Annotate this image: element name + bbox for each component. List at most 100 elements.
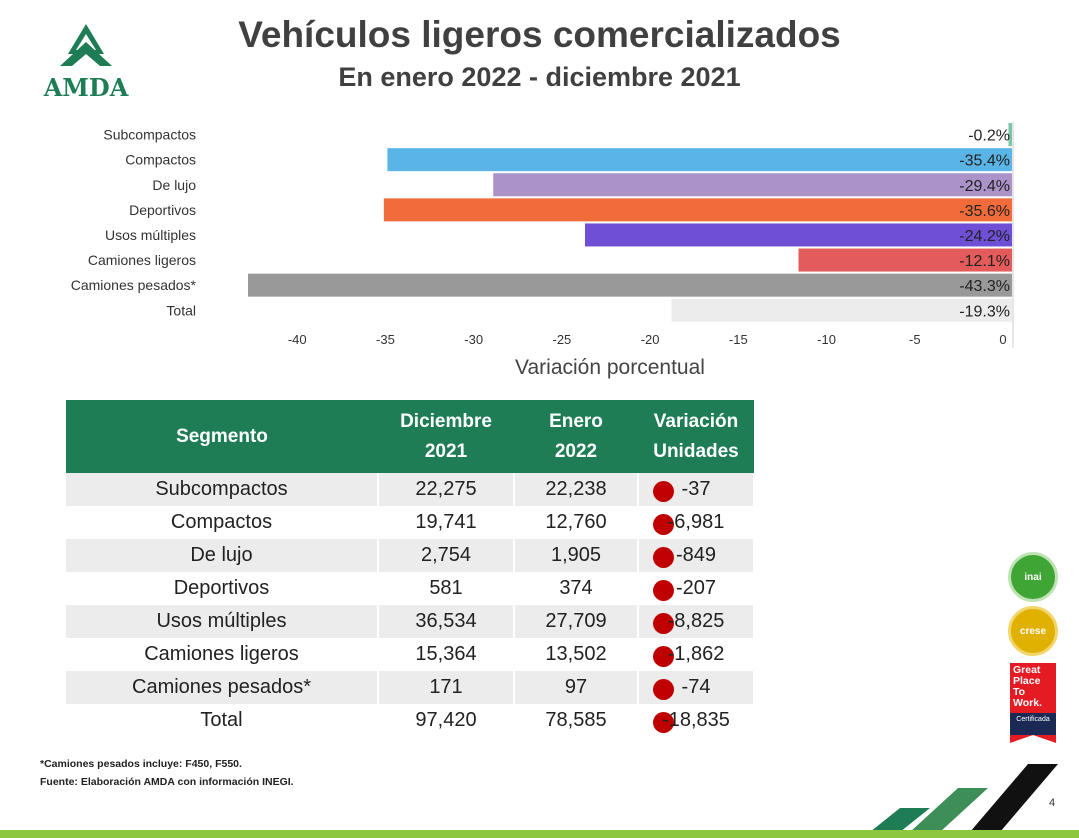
variation-value: -1,862	[667, 643, 725, 665]
inai-badge: inai	[1008, 552, 1058, 602]
variation-cell: -37	[638, 473, 755, 506]
x-tick-label: -30	[464, 332, 483, 347]
january-cell: 12,760	[514, 506, 639, 539]
bottom-accent-line	[0, 830, 1079, 838]
decrease-indicator-icon	[653, 514, 674, 535]
header-variation: Variación Unidades	[638, 400, 754, 473]
variation-value: -8,825	[667, 610, 725, 632]
category-label: Compactos	[125, 152, 196, 168]
variation-cell: -18,835	[638, 704, 755, 737]
december-cell: 2,754	[378, 539, 515, 572]
x-tick-label: -5	[909, 332, 921, 347]
variation-value: -37	[681, 478, 711, 500]
segment-cell: Usos múltiples	[66, 605, 379, 638]
decrease-indicator-icon	[653, 646, 674, 667]
decrease-indicator-icon	[653, 481, 674, 502]
january-cell: 13,502	[514, 638, 639, 671]
bar-6	[248, 273, 1012, 297]
segment-cell: Total	[66, 704, 379, 737]
december-cell: 36,534	[378, 605, 515, 638]
variation-value: -849	[675, 544, 717, 566]
great-place-to-work-badge: Great Place To Work. Certificada	[1010, 663, 1056, 743]
variation-cell: -849	[638, 539, 755, 572]
logo-text: AMDA	[43, 73, 129, 100]
x-tick-label: -10	[817, 332, 836, 347]
segment-table: Segmento Diciembre 2021 Enero 2022 Variaci…	[66, 400, 755, 737]
amda-logo: AMDA	[43, 24, 129, 100]
bar-0	[1008, 123, 1012, 147]
category-label: Usos múltiples	[105, 227, 196, 243]
decrease-indicator-icon	[653, 547, 674, 568]
january-cell: 1,905	[514, 539, 639, 572]
value-label: -19.3%	[959, 303, 1010, 320]
variation-value: -6,981	[667, 511, 725, 533]
bar-3	[383, 198, 1012, 222]
variation-value: -207	[675, 577, 717, 599]
category-label: Subcompactos	[103, 127, 196, 143]
category-label: Deportivos	[129, 202, 196, 218]
x-tick-label: -35	[376, 332, 395, 347]
variation-value: -74	[681, 676, 711, 698]
december-cell: 97,420	[378, 704, 515, 737]
segment-cell: Deportivos	[66, 572, 379, 605]
table-row: Camiones ligeros 15,364 13,502 -1,862	[66, 638, 755, 671]
value-label: -35.4%	[959, 153, 1010, 170]
variation-cell: -1,862	[638, 638, 755, 671]
bar-2	[493, 173, 1012, 197]
variation-cell: -8,825	[638, 605, 755, 638]
segment-cell: Compactos	[66, 506, 379, 539]
value-label: -29.4%	[959, 178, 1010, 195]
category-label: Camiones ligeros	[88, 252, 196, 268]
category-label: Total	[166, 302, 196, 318]
decorative-stripes	[870, 764, 1058, 832]
december-cell: 171	[378, 671, 515, 704]
x-tick-label: -15	[729, 332, 748, 347]
january-cell: 97	[514, 671, 639, 704]
segment-cell: Subcompactos	[66, 473, 379, 506]
header-segment: Segmento	[66, 400, 378, 473]
category-label: De lujo	[152, 177, 196, 193]
page-number: 4	[1049, 797, 1056, 809]
january-cell: 78,585	[514, 704, 639, 737]
value-label: -12.1%	[959, 253, 1010, 270]
footnote-heavy-trucks: *Camiones pesados incluye: F450, F550.	[40, 758, 242, 770]
value-label: -0.2%	[968, 128, 1010, 145]
table-header-row: Segmento Diciembre 2021 Enero 2022 Variaci…	[66, 400, 754, 473]
table-row: Subcompactos 22,275 22,238 -37	[66, 473, 755, 506]
variation-value: -18,835	[662, 709, 730, 731]
decrease-indicator-icon	[653, 712, 674, 733]
decrease-indicator-icon	[653, 679, 674, 700]
value-label: -24.2%	[959, 228, 1010, 245]
bar-5	[798, 248, 1012, 272]
table-row: Usos múltiples 36,534 27,709 -8,825	[66, 605, 755, 638]
december-cell: 581	[378, 572, 515, 605]
segment-cell: De lujo	[66, 539, 379, 572]
january-cell: 374	[514, 572, 639, 605]
page-title: Vehículos ligeros comercializados	[238, 14, 841, 55]
header-december: Diciembre 2021	[378, 400, 514, 473]
decrease-indicator-icon	[653, 580, 674, 601]
bar-7	[671, 298, 1012, 322]
bar-1	[387, 148, 1013, 172]
header-january: Enero 2022	[514, 400, 638, 473]
source-note: Fuente: Elaboración AMDA con información…	[40, 776, 294, 788]
variation-cell: -74	[638, 671, 755, 704]
table-row: Compactos 19,741 12,760 -6,981	[66, 506, 755, 539]
variation-cell: -207	[638, 572, 755, 605]
december-cell: 15,364	[378, 638, 515, 671]
segment-cell: Camiones ligeros	[66, 638, 379, 671]
value-label: -43.3%	[959, 278, 1010, 295]
december-cell: 19,741	[378, 506, 515, 539]
crese-badge: crese	[1008, 606, 1058, 656]
january-cell: 22,238	[514, 473, 639, 506]
table-row: Camiones pesados* 171 97 -74	[66, 671, 755, 704]
x-tick-label: 0	[999, 332, 1006, 347]
page-subtitle: En enero 2022 - diciembre 2021	[338, 62, 741, 92]
segment-cell: Camiones pesados*	[66, 671, 379, 704]
table-row: De lujo 2,754 1,905 -849	[66, 539, 755, 572]
variation-cell: -6,981	[638, 506, 755, 539]
value-label: -35.6%	[959, 203, 1010, 220]
january-cell: 27,709	[514, 605, 639, 638]
table-row: Deportivos 581 374 -207	[66, 572, 755, 605]
category-label: Camiones pesados*	[71, 277, 197, 293]
